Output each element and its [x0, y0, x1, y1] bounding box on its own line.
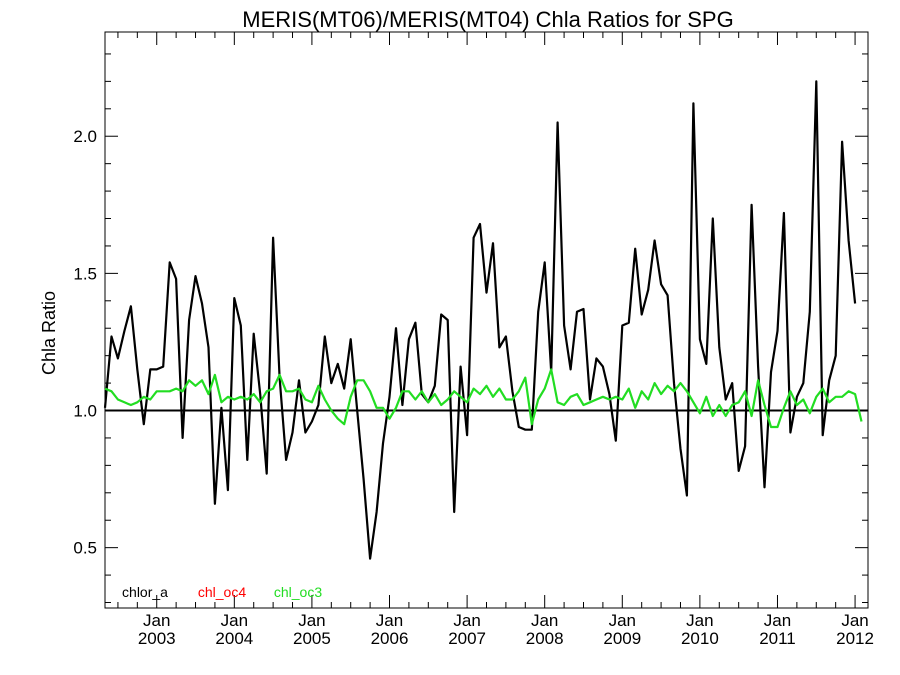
x-tick-label-month: Jan — [764, 611, 791, 630]
x-tick-label-year: 2004 — [215, 629, 253, 648]
x-tick-label-year: 2009 — [603, 629, 641, 648]
x-tick-label-month: Jan — [841, 611, 868, 630]
x-tick-label-month: Jan — [686, 611, 713, 630]
x-tick-label-year: 2007 — [448, 629, 486, 648]
plot-area: 0.51.01.52.0Jan2003Jan2004Jan2005Jan2006… — [73, 31, 874, 648]
y-tick-label: 1.5 — [73, 264, 97, 283]
y-tick-label: 1.0 — [73, 402, 97, 421]
x-tick-label-year: 2005 — [293, 629, 331, 648]
x-tick-label-year: 2008 — [526, 629, 564, 648]
chart-title: MERIS(MT06)/MERIS(MT04) Chla Ratios for … — [242, 7, 733, 32]
series-line-chlor-a — [103, 80, 857, 560]
plot-frame — [104, 31, 869, 609]
x-tick-label-month: Jan — [298, 611, 325, 630]
x-tick-label-year: 2011 — [759, 629, 796, 648]
x-tick-label-month: Jan — [609, 611, 636, 630]
series-line-chl-oc3 — [104, 368, 863, 429]
y-tick-label: 2.0 — [73, 127, 97, 146]
x-tick-label-month: Jan — [453, 611, 480, 630]
x-tick-label-month: Jan — [221, 611, 248, 630]
x-tick-label-year: 2006 — [371, 629, 409, 648]
x-tick-label-month: Jan — [531, 611, 558, 630]
y-axis-label: Chla Ratio — [39, 291, 59, 375]
legend-label: chlor_a — [122, 584, 168, 600]
x-tick-label-month: Jan — [143, 611, 170, 630]
legend-label: chl_oc3 — [274, 584, 322, 600]
x-tick-label-year: 2010 — [681, 629, 719, 648]
x-tick-label-month: Jan — [376, 611, 403, 630]
legend-label: chl_oc4 — [198, 584, 246, 600]
x-tick-label-year: 2003 — [138, 629, 176, 648]
y-tick-label: 0.5 — [73, 539, 97, 558]
x-tick-label-year: 2012 — [836, 629, 874, 648]
